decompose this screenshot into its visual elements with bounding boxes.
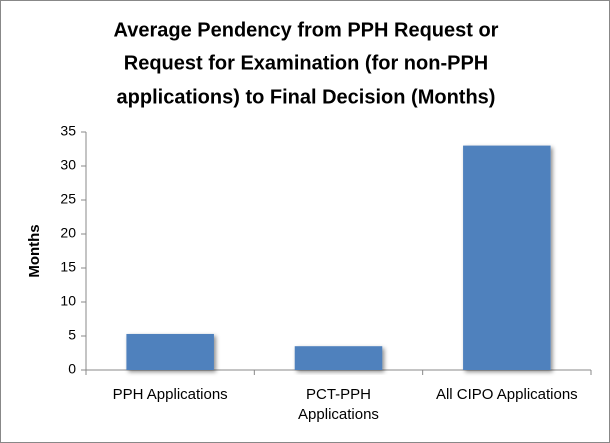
- y-tick-label: 0: [68, 361, 76, 377]
- x-tick-label: All CIPO Applications: [435, 386, 578, 403]
- x-tick-label: PPH Applications: [112, 386, 228, 403]
- bar: [463, 145, 551, 370]
- x-tick-label: PCT-PPH Applications: [298, 386, 379, 423]
- y-tick-label: 20: [60, 225, 76, 241]
- y-tick-label: 30: [60, 157, 76, 173]
- chart-title: Request for Examination (for non-PPH: [124, 52, 488, 74]
- chart-title: Average Pendency from PPH Request or: [114, 19, 499, 41]
- y-tick-label: 15: [60, 259, 76, 275]
- y-tick-label: 10: [60, 293, 76, 309]
- y-tick-label: 35: [60, 123, 76, 139]
- y-axis-label: Months: [26, 224, 43, 277]
- bar: [294, 346, 383, 370]
- chart-title: applications) to Final Decision (Months): [117, 86, 496, 108]
- bar: [126, 333, 214, 370]
- y-tick-label: 25: [60, 191, 76, 207]
- y-tick-label: 5: [68, 327, 76, 343]
